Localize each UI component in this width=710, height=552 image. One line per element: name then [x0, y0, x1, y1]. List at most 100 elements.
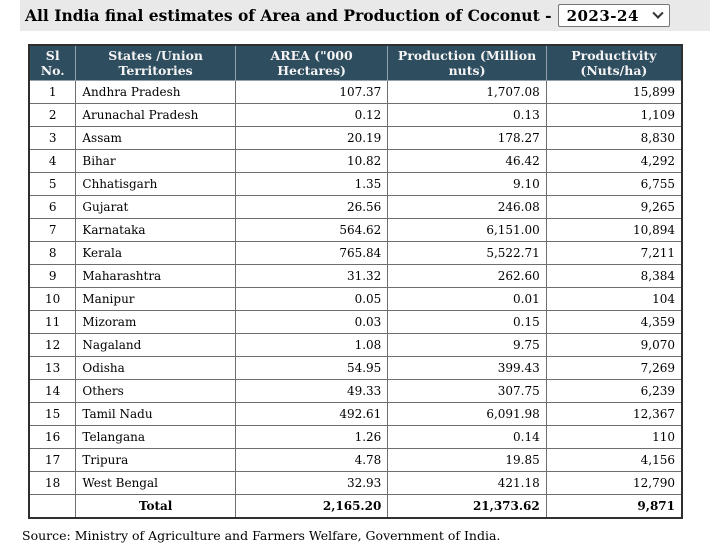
table-row: 12 Nagaland 1.08 9.75 9,070 — [28, 333, 683, 357]
cell-production: 0.01 — [387, 287, 547, 311]
table-header-row: Sl No. States /Union Territories AREA ("… — [28, 44, 683, 81]
cell-production: 9.10 — [387, 172, 547, 196]
total-label: Total — [75, 494, 236, 518]
cell-state: Tripura — [75, 448, 236, 472]
table-row: 16 Telangana 1.26 0.14 110 — [28, 425, 683, 449]
cell-area: 107.37 — [234, 80, 389, 104]
table-row: 1 Andhra Pradesh 107.37 1,707.08 15,899 — [28, 80, 683, 104]
cell-state: Arunachal Pradesh — [75, 103, 236, 127]
cell-production: 421.18 — [387, 471, 547, 495]
table-row: 4 Bihar 10.82 46.42 4,292 — [28, 149, 683, 173]
total-production: 21,373.62 — [387, 494, 547, 518]
cell-state: Manipur — [75, 287, 236, 311]
cell-slno: 5 — [28, 172, 77, 196]
cell-productivity: 110 — [545, 425, 683, 449]
cell-slno: 11 — [28, 310, 77, 334]
cell-area: 564.62 — [234, 218, 389, 242]
cell-productivity: 4,156 — [545, 448, 683, 472]
cell-slno: 15 — [28, 402, 77, 426]
cell-production: 307.75 — [387, 379, 547, 403]
cell-productivity: 8,384 — [545, 264, 683, 288]
cell-production: 9.75 — [387, 333, 547, 357]
cell-slno: 13 — [28, 356, 77, 380]
table-row: 17 Tripura 4.78 19.85 4,156 — [28, 448, 683, 472]
table-row: 5 Chhatisgarh 1.35 9.10 6,755 — [28, 172, 683, 196]
cell-productivity: 8,830 — [545, 126, 683, 150]
cell-state: Gujarat — [75, 195, 236, 219]
cell-state: Karnataka — [75, 218, 236, 242]
page-title: All India final estimates of Area and Pr… — [25, 6, 552, 25]
cell-productivity: 12,367 — [545, 402, 683, 426]
cell-productivity: 104 — [545, 287, 683, 311]
cell-area: 54.95 — [234, 356, 389, 380]
cell-productivity: 10,894 — [545, 218, 683, 242]
cell-state: Odisha — [75, 356, 236, 380]
cell-area: 49.33 — [234, 379, 389, 403]
total-productivity: 9,871 — [545, 494, 683, 518]
table-row: 18 West Bengal 32.93 421.18 12,790 — [28, 471, 683, 495]
total-area: 2,165.20 — [234, 494, 389, 518]
table-row: 3 Assam 20.19 178.27 8,830 — [28, 126, 683, 150]
cell-productivity: 9,070 — [545, 333, 683, 357]
cell-productivity: 4,359 — [545, 310, 683, 334]
total-row: Total 2,165.20 21,373.62 9,871 — [28, 494, 683, 518]
cell-productivity: 6,239 — [545, 379, 683, 403]
cell-production: 0.14 — [387, 425, 547, 449]
cell-area: 31.32 — [234, 264, 389, 288]
cell-production: 178.27 — [387, 126, 547, 150]
cell-production: 19.85 — [387, 448, 547, 472]
cell-productivity: 9,265 — [545, 195, 683, 219]
cell-production: 6,091.98 — [387, 402, 547, 426]
table-row: 7 Karnataka 564.62 6,151.00 10,894 — [28, 218, 683, 242]
cell-slno: 3 — [28, 126, 77, 150]
total-empty-cell — [28, 494, 77, 518]
cell-slno: 10 — [28, 287, 77, 311]
cell-state: Nagaland — [75, 333, 236, 357]
cell-slno: 7 — [28, 218, 77, 242]
coconut-estimates-table: Sl No. States /Union Territories AREA ("… — [28, 44, 683, 519]
cell-production: 5,522.71 — [387, 241, 547, 265]
table-row: 14 Others 49.33 307.75 6,239 — [28, 379, 683, 403]
cell-productivity: 7,211 — [545, 241, 683, 265]
column-header-slno: Sl No. — [28, 44, 77, 81]
table-row: 13 Odisha 54.95 399.43 7,269 — [28, 356, 683, 380]
cell-state: Mizoram — [75, 310, 236, 334]
table-row: 10 Manipur 0.05 0.01 104 — [28, 287, 683, 311]
cell-area: 4.78 — [234, 448, 389, 472]
cell-production: 0.13 — [387, 103, 547, 127]
cell-area: 20.19 — [234, 126, 389, 150]
cell-area: 1.08 — [234, 333, 389, 357]
cell-area: 32.93 — [234, 471, 389, 495]
cell-area: 0.03 — [234, 310, 389, 334]
chevron-down-icon — [651, 7, 664, 19]
cell-production: 46.42 — [387, 149, 547, 173]
table-row: 15 Tamil Nadu 492.61 6,091.98 12,367 — [28, 402, 683, 426]
cell-state: Others — [75, 379, 236, 403]
cell-slno: 8 — [28, 241, 77, 265]
column-header-productivity: Productivity (Nuts/ha) — [545, 44, 683, 81]
cell-slno: 18 — [28, 471, 77, 495]
column-header-production: Production (Million nuts) — [387, 44, 547, 81]
cell-productivity: 7,269 — [545, 356, 683, 380]
cell-slno: 16 — [28, 425, 77, 449]
cell-production: 262.60 — [387, 264, 547, 288]
cell-state: Tamil Nadu — [75, 402, 236, 426]
table-row: 9 Maharashtra 31.32 262.60 8,384 — [28, 264, 683, 288]
year-dropdown[interactable]: 2023-24 — [557, 4, 670, 27]
cell-slno: 9 — [28, 264, 77, 288]
table-row: 2 Arunachal Pradesh 0.12 0.13 1,109 — [28, 103, 683, 127]
table-row: 6 Gujarat 26.56 246.08 9,265 — [28, 195, 683, 219]
cell-productivity: 15,899 — [545, 80, 683, 104]
cell-slno: 14 — [28, 379, 77, 403]
cell-state: Telangana — [75, 425, 236, 449]
cell-state: West Bengal — [75, 471, 236, 495]
cell-production: 1,707.08 — [387, 80, 547, 104]
year-dropdown-value: 2023-24 — [566, 6, 639, 25]
cell-area: 1.26 — [234, 425, 389, 449]
cell-area: 0.12 — [234, 103, 389, 127]
table-row: 11 Mizoram 0.03 0.15 4,359 — [28, 310, 683, 334]
cell-productivity: 6,755 — [545, 172, 683, 196]
cell-state: Maharashtra — [75, 264, 236, 288]
cell-area: 765.84 — [234, 241, 389, 265]
cell-productivity: 4,292 — [545, 149, 683, 173]
